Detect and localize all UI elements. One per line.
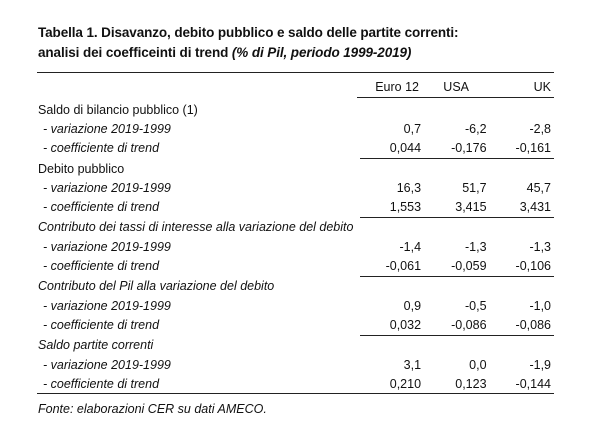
table-row: - coefficiente di trend 0,210 0,123 -0,144 xyxy=(37,374,554,395)
group-label: Debito pubblico xyxy=(38,161,125,176)
cell-uk: -2,8 xyxy=(529,121,551,136)
table-row: - variazione 2019-1999 -1,4 -1,3 -1,3 xyxy=(37,237,554,256)
table-row: - coefficiente di trend 0,044 -0,176 -0,161 xyxy=(37,138,554,159)
cell-uk: -0,161 xyxy=(486,138,554,159)
table-title-line-1: Tabella 1. Disavanzo, debito pubblico e … xyxy=(38,25,459,40)
cell-euro12: 1,553 xyxy=(359,197,425,218)
cell-uk: 45,7 xyxy=(526,180,551,195)
row-label: - coefficiente di trend xyxy=(43,141,160,156)
header-separator xyxy=(357,97,554,98)
table-title-main: analisi dei coefficeinti di trend xyxy=(38,45,232,60)
row-label: - variazione 2019-1999 xyxy=(43,180,171,195)
top-rule xyxy=(37,72,554,74)
cell-euro12: 16,3 xyxy=(396,180,422,195)
cell-usa: -1,3 xyxy=(464,239,487,254)
cell-usa: 51,7 xyxy=(462,180,487,195)
column-header-uk: UK xyxy=(533,80,551,94)
table-title-line-2: analisi dei coefficeinti di trend (% di … xyxy=(38,43,578,63)
row-label: - variazione 2019-1999 xyxy=(43,239,171,254)
group-label: Saldo partite correnti xyxy=(38,338,154,353)
table-row: - variazione 2019-1999 16,3 51,7 45,7 xyxy=(37,178,554,197)
data-table-body: Saldo di bilancio pubblico (1) - variazio… xyxy=(37,100,554,395)
cell-usa: 0,0 xyxy=(469,357,487,372)
table-row: - variazione 2019-1999 0,9 -0,5 -1,0 xyxy=(37,296,554,315)
bottom-rule xyxy=(37,393,554,394)
cell-uk: -0,144 xyxy=(486,374,554,395)
table-row: - variazione 2019-1999 0,7 -6,2 -2,8 xyxy=(37,119,554,138)
row-label: - coefficiente di trend xyxy=(43,318,160,333)
cell-usa: 0,123 xyxy=(424,374,487,395)
row-label: - variazione 2019-1999 xyxy=(43,357,171,372)
group-row: Contributo del Pil alla variazione del d… xyxy=(37,276,554,296)
cell-usa: -0,176 xyxy=(424,138,487,159)
table-row: - coefficiente di trend 0,032 -0,086 -0,086 xyxy=(37,315,554,336)
cell-usa: -0,086 xyxy=(424,315,487,336)
cell-euro12: 3,1 xyxy=(403,357,422,372)
cell-euro12: 0,044 xyxy=(359,138,425,159)
cell-uk: -0,086 xyxy=(486,315,554,336)
source-note: Fonte: elaborazioni CER su dati AMECO. xyxy=(38,402,267,416)
row-label: - coefficiente di trend xyxy=(43,377,160,392)
group-row: Contributo dei tassi di interesse alla v… xyxy=(37,217,554,237)
group-label: Contributo dei tassi di interesse alla v… xyxy=(38,220,354,235)
cell-euro12: 0,210 xyxy=(359,374,425,395)
cell-uk: -1,3 xyxy=(529,239,551,254)
table-title: Tabella 1. Disavanzo, debito pubblico e … xyxy=(38,23,578,63)
column-header-usa: USA xyxy=(443,80,469,94)
group-row: Saldo di bilancio pubblico (1) xyxy=(37,100,554,119)
cell-usa: -6,2 xyxy=(464,121,487,136)
cell-euro12: 0,7 xyxy=(403,121,422,136)
group-label: Saldo di bilancio pubblico (1) xyxy=(38,102,198,117)
cell-usa: -0,059 xyxy=(424,256,487,277)
row-label: - variazione 2019-1999 xyxy=(43,121,171,136)
group-row: Debito pubblico xyxy=(37,158,554,178)
table-row: - coefficiente di trend -0,061 -0,059 -0,10… xyxy=(37,256,554,277)
table-row: - variazione 2019-1999 3,1 0,0 -1,9 xyxy=(37,355,554,374)
group-label: Contributo del Pil alla variazione del d… xyxy=(38,279,275,294)
cell-euro12: -0,061 xyxy=(359,256,425,277)
cell-uk: -1,9 xyxy=(529,357,551,372)
cell-usa: 3,415 xyxy=(424,197,487,218)
group-row: Saldo partite correnti xyxy=(37,335,554,355)
table-title-period: (% di Pil, periodo 1999-2019) xyxy=(231,45,412,60)
column-header-euro12: Euro 12 xyxy=(375,80,419,94)
row-label: - coefficiente di trend xyxy=(43,200,160,215)
cell-uk: -1,0 xyxy=(529,298,551,313)
cell-euro12: 0,9 xyxy=(403,298,422,313)
data-table: Saldo di bilancio pubblico (1) - variazio… xyxy=(37,100,554,395)
row-label: - variazione 2019-1999 xyxy=(43,298,171,313)
cell-euro12: -1,4 xyxy=(399,239,422,254)
cell-euro12: 0,032 xyxy=(359,315,425,336)
cell-usa: -0,5 xyxy=(464,298,487,313)
row-label: - coefficiente di trend xyxy=(43,259,160,274)
cell-uk: -0,106 xyxy=(486,256,554,277)
cell-uk: 3,431 xyxy=(486,197,554,218)
table-row: - coefficiente di trend 1,553 3,415 3,431 xyxy=(37,197,554,218)
